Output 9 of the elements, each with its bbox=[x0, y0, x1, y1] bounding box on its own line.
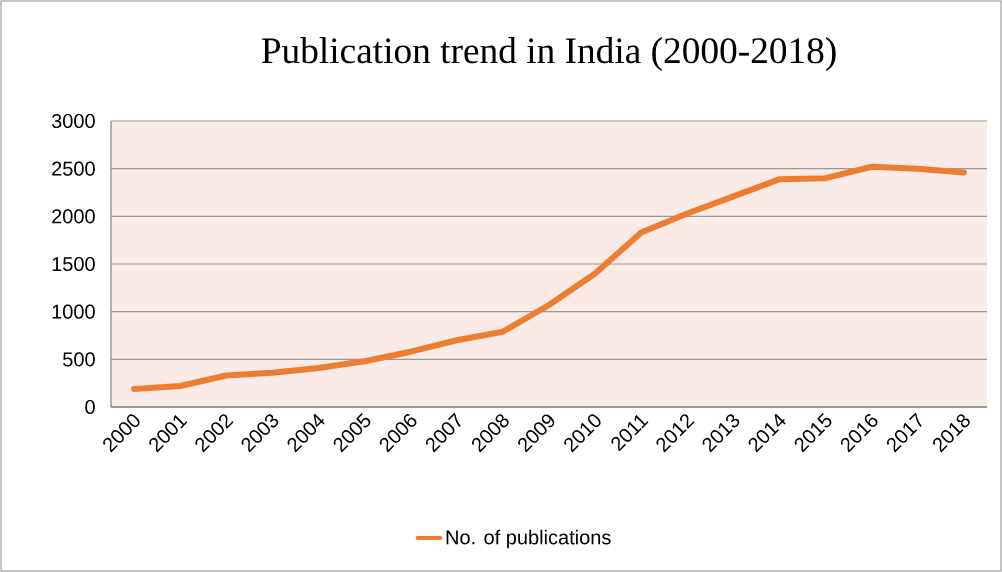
y-tick-label: 2500 bbox=[52, 161, 95, 176]
y-tick-label: 500 bbox=[63, 352, 95, 367]
y-tick-label: 1500 bbox=[52, 256, 95, 272]
y-tick-label: 3000 bbox=[51, 113, 95, 129]
y-tick-label: 2000 bbox=[52, 209, 95, 224]
y-tick-label: 0 bbox=[85, 399, 95, 415]
chart-title: Publication trend in India (2000-2018) bbox=[261, 37, 836, 71]
legend-label: No. of publications bbox=[446, 529, 611, 549]
y-tick-label: 1000 bbox=[52, 304, 95, 319]
